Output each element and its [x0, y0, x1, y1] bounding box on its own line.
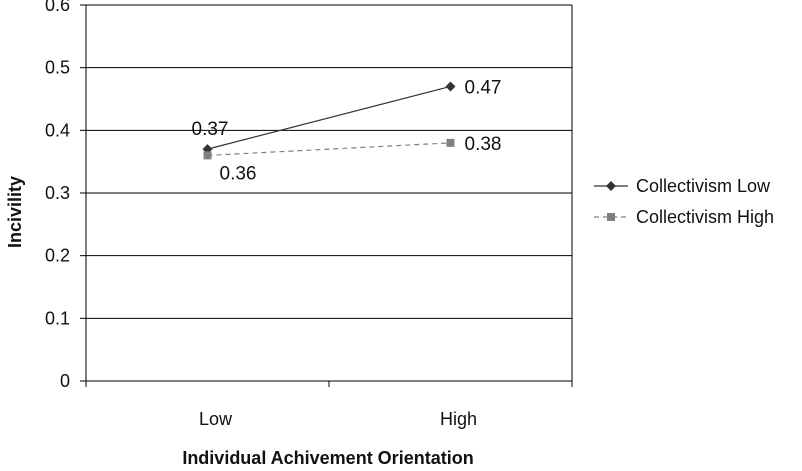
gridlines	[86, 4, 572, 382]
legend-marker-2	[607, 213, 615, 221]
y-tick-label: 0.5	[45, 58, 70, 78]
legend-marker-1	[606, 181, 616, 191]
series-2-point	[446, 138, 455, 147]
data-label: 0.37	[192, 119, 229, 140]
series-line-2	[207, 142, 451, 156]
x-axis-ticks: Low High	[85, 381, 573, 429]
data-labels: 0.37 0.47 0.36 0.38	[192, 77, 502, 184]
legend-label-1: Collectivism Low	[636, 176, 771, 196]
y-tick-label: 0	[60, 371, 70, 391]
y-axis-ticks: 0 0.1 0.2 0.3 0.4 0.5 0.6	[45, 0, 86, 391]
x-tick-label: Low	[199, 409, 233, 429]
series-2-point	[203, 151, 212, 160]
data-label: 0.36	[220, 163, 257, 184]
y-tick-label: 0.2	[45, 246, 70, 266]
data-label: 0.38	[465, 134, 502, 155]
y-tick-label: 0.1	[45, 308, 70, 328]
y-tick-label: 0.6	[45, 0, 70, 15]
series-layer	[202, 81, 456, 160]
y-tick-label: 0.3	[45, 183, 70, 203]
data-label: 0.47	[465, 77, 502, 98]
legend-label-2: Collectivism High	[636, 207, 774, 227]
legend: Collectivism Low Collectivism High	[594, 176, 774, 227]
series-1-point	[445, 81, 456, 92]
y-tick-label: 0.4	[45, 120, 70, 140]
series-line-1	[207, 85, 451, 150]
x-axis-title: Individual Achivement Orientation	[182, 448, 473, 468]
x-tick-label: High	[440, 409, 477, 429]
y-axis-title: Incivility	[5, 176, 25, 248]
